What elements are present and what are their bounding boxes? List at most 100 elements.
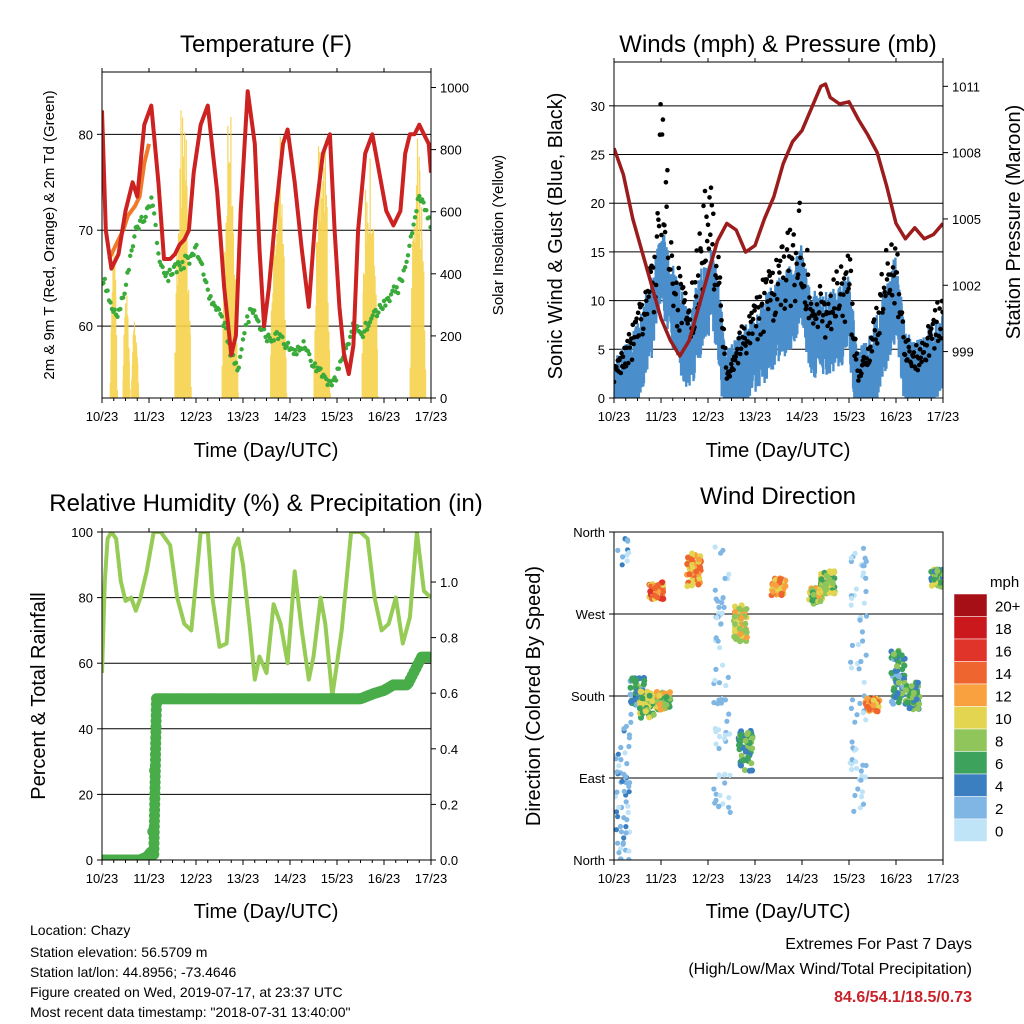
direction-point <box>870 702 877 709</box>
gust-point <box>823 335 828 340</box>
direction-point <box>859 789 866 795</box>
temperature-panel: Temperature (F) 607080020040060080010001… <box>41 31 507 462</box>
dewpoint-point <box>301 339 306 344</box>
humidity-ytick-right-label: 0.2 <box>440 797 458 812</box>
dewpoint-point <box>177 263 182 268</box>
legend-label: 2 <box>995 801 1003 818</box>
gust-point <box>915 367 921 373</box>
dewpoint-point <box>312 361 318 366</box>
direction-point <box>829 579 836 586</box>
gust-point <box>814 316 819 321</box>
direction-point <box>616 850 622 856</box>
gust-point <box>853 336 858 342</box>
direction-point <box>621 788 627 795</box>
direction-point <box>895 679 902 686</box>
direction-point <box>894 663 900 670</box>
gust-point <box>869 349 875 354</box>
direction-point <box>858 768 864 774</box>
temp-ytick-right-label: 400 <box>440 267 462 282</box>
temp-ytick-label: 60 <box>79 319 93 334</box>
gust-point <box>791 232 796 237</box>
direction-point <box>623 799 629 805</box>
dewpoint-point <box>243 322 248 328</box>
temp-xtick-label: 15/23 <box>321 409 354 424</box>
gust-point <box>737 330 742 336</box>
direction-point <box>823 573 830 579</box>
gust-point <box>671 303 676 309</box>
gust-point <box>817 283 823 289</box>
created-text: Figure created on Wed, 2019-07-17, at 23… <box>30 984 343 1000</box>
gust-point <box>766 269 772 274</box>
humidity-xtick-label: 15/23 <box>321 871 354 886</box>
direction-point <box>852 550 858 556</box>
gust-point <box>771 292 777 298</box>
winds-ytick-right-label: 1008 <box>952 146 981 161</box>
direction-point <box>636 705 643 712</box>
gust-point <box>788 303 793 309</box>
dewpoint-point <box>405 253 411 258</box>
direction-point <box>615 547 621 554</box>
direction-point <box>826 568 833 575</box>
gust-point <box>874 305 879 311</box>
direction-point <box>614 769 620 775</box>
humidity-ytick-right-label: 0.0 <box>440 853 458 868</box>
gust-point <box>783 277 789 283</box>
direction-point <box>858 794 865 800</box>
direction-xtick-label: 17/23 <box>927 871 960 886</box>
gust-point <box>640 332 645 337</box>
direction-point <box>899 690 906 697</box>
direction-point <box>903 687 910 694</box>
gust-point <box>636 333 642 338</box>
direction-point <box>937 579 943 586</box>
legend-swatch <box>953 728 988 752</box>
gust-point <box>794 261 799 267</box>
direction-point <box>863 717 869 723</box>
direction-point <box>861 563 867 569</box>
direction-point <box>622 750 628 756</box>
direction-point <box>623 830 629 836</box>
gust-point <box>925 335 930 341</box>
direction-point <box>628 719 634 725</box>
gust-point <box>683 290 688 296</box>
solar-peak <box>122 295 131 398</box>
direction-point <box>726 731 733 737</box>
winds-ytick-right-label: 1002 <box>952 278 981 293</box>
gust-point <box>626 331 632 337</box>
gust-point <box>727 374 733 379</box>
direction-point <box>711 786 717 792</box>
gust-point <box>682 298 687 303</box>
legend-title: mph <box>990 574 1019 591</box>
gust-point <box>771 318 776 323</box>
direction-point <box>717 792 723 799</box>
gust-point <box>831 277 836 282</box>
dewpoint-point <box>403 265 408 270</box>
dewpoint-point <box>318 366 323 371</box>
gust-point <box>921 350 927 355</box>
direction-point <box>860 570 867 576</box>
direction-point <box>831 590 838 596</box>
humidity-xtick-label: 17/23 <box>415 871 448 886</box>
gust-point <box>834 269 839 274</box>
wind-direction-panel: Wind Direction North West South East North 10… <box>523 483 1021 923</box>
gust-point <box>698 249 704 254</box>
gust-point <box>653 282 659 288</box>
gust-point <box>706 246 712 251</box>
direction-point <box>736 605 743 612</box>
direction-point <box>915 679 921 686</box>
direction-point <box>913 696 920 703</box>
winds-panel: Winds (mph) & Pressure (mb) 0 5 10 15 20 25 30… <box>545 31 1024 462</box>
gust-point <box>634 316 639 322</box>
dewpoint-point <box>170 271 175 277</box>
direction-point <box>744 729 751 736</box>
gust-point <box>850 301 855 307</box>
humidity-ytick-label: 40 <box>79 722 93 737</box>
temp-xtick-label: 16/23 <box>368 409 401 424</box>
gust-point <box>786 268 791 274</box>
winds-xlabel: Time (Day/UTC) <box>706 440 851 462</box>
direction-point <box>716 604 722 611</box>
direction-point <box>716 803 722 809</box>
direction-point <box>894 668 901 674</box>
direction-point <box>722 780 728 786</box>
direction-point <box>738 615 745 622</box>
